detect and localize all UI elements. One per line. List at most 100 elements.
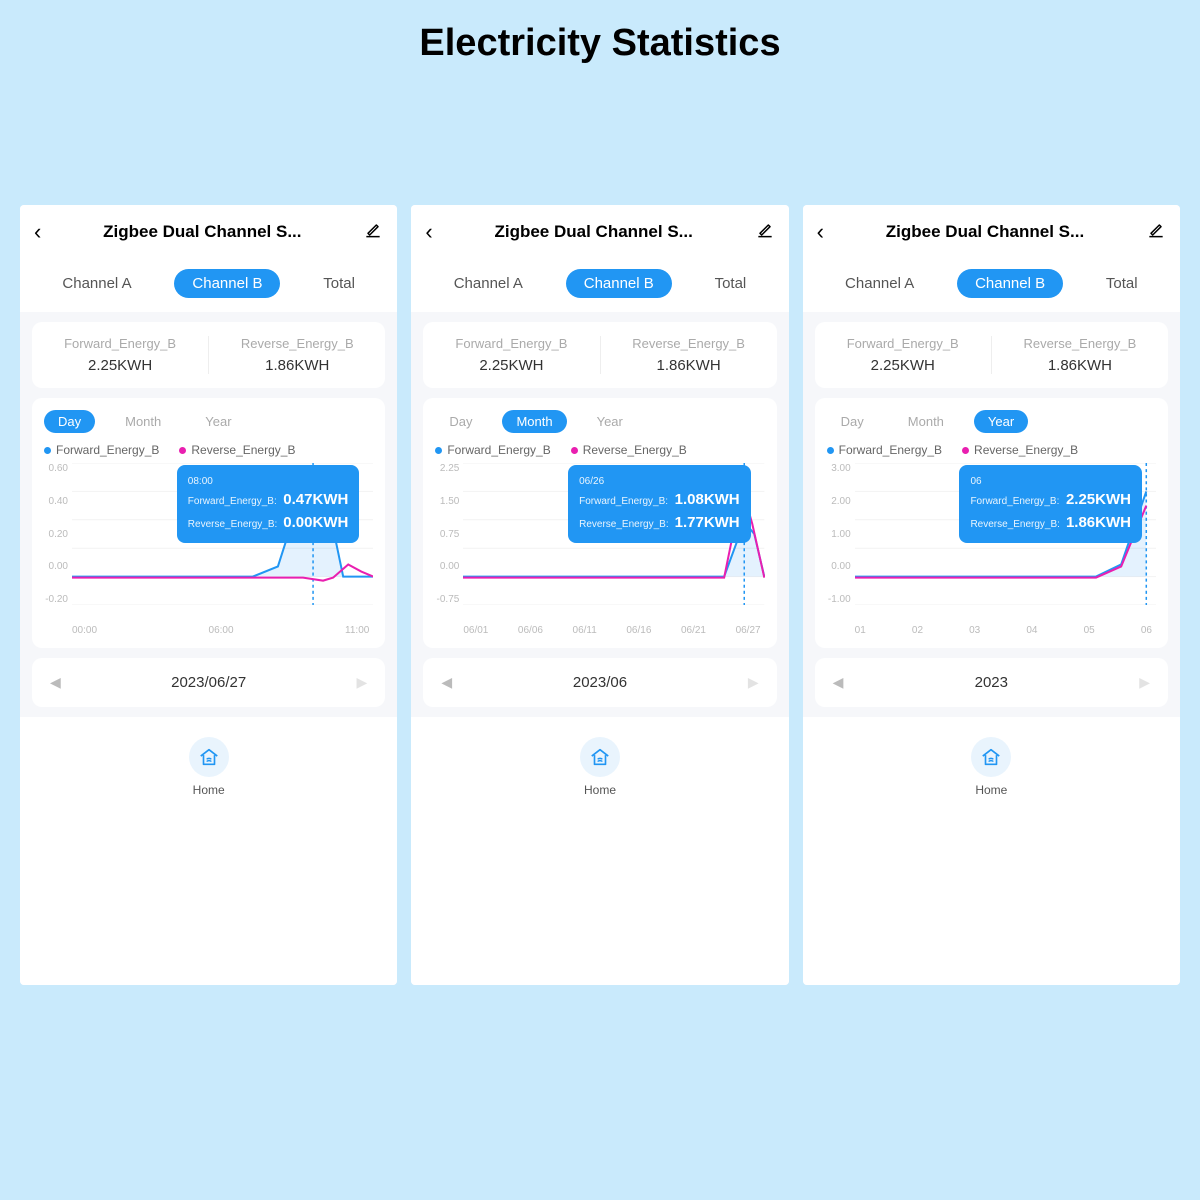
tab-total[interactable]: Total <box>305 269 373 298</box>
tab-channel-b[interactable]: Channel B <box>566 269 672 298</box>
chart-tooltip: 06 Forward_Energy_B: 2.25KWH Reverse_Ener… <box>959 465 1142 543</box>
reverse-energy-label: Reverse_Energy_B <box>992 336 1168 351</box>
forward-energy-label: Forward_Energy_B <box>423 336 599 351</box>
tooltip-forward-label: Forward_Energy_B: <box>970 494 1059 509</box>
edit-icon[interactable] <box>1146 220 1166 245</box>
chart-card: Day Month Year Forward_Energy_B Reverse_… <box>815 398 1168 648</box>
phone-screen: ‹ Zigbee Dual Channel S... Channel A Cha… <box>20 205 397 985</box>
period-day[interactable]: Day <box>435 410 486 433</box>
tooltip-reverse-label: Reverse_Energy_B: <box>970 517 1060 532</box>
reverse-energy-value: 1.86KWH <box>992 357 1168 374</box>
home-icon[interactable] <box>580 737 620 777</box>
edit-icon[interactable] <box>363 220 383 245</box>
period-year[interactable]: Year <box>583 410 637 433</box>
screen-title: Zigbee Dual Channel S... <box>433 222 755 242</box>
tooltip-date: 06 <box>970 474 1131 489</box>
home-label: Home <box>975 783 1007 797</box>
reverse-energy-label: Reverse_Energy_B <box>601 336 777 351</box>
y-axis: 2.251.500.750.00-0.75 <box>435 463 463 605</box>
period-year[interactable]: Year <box>191 410 245 433</box>
forward-energy-stat: Forward_Energy_B 2.25KWH <box>423 336 600 374</box>
period-month[interactable]: Month <box>111 410 175 433</box>
chart-legend: Forward_Energy_B Reverse_Energy_B <box>435 443 764 457</box>
chart-area[interactable]: 2.251.500.750.00-0.75 06/26 Forward_Ener… <box>435 463 764 623</box>
date-prev-icon[interactable]: ◀ <box>833 674 844 691</box>
tooltip-date: 08:00 <box>188 474 349 489</box>
chart-area[interactable]: 3.002.001.000.00-1.00 06 Forward_Energy_… <box>827 463 1156 623</box>
tooltip-forward-label: Forward_Energy_B: <box>188 494 277 509</box>
screen-title: Zigbee Dual Channel S... <box>41 222 363 242</box>
phone-screen: ‹ Zigbee Dual Channel S... Channel A Cha… <box>803 205 1180 985</box>
forward-energy-value: 2.25KWH <box>815 357 991 374</box>
tooltip-reverse-label: Reverse_Energy_B: <box>579 517 669 532</box>
date-value[interactable]: 2023/06 <box>573 674 627 691</box>
energy-stats: Forward_Energy_B 2.25KWH Reverse_Energy_… <box>815 322 1168 388</box>
period-tabs: Day Month Year <box>435 410 764 433</box>
reverse-energy-value: 1.86KWH <box>601 357 777 374</box>
date-value[interactable]: 2023 <box>975 674 1008 691</box>
edit-icon[interactable] <box>755 220 775 245</box>
period-month[interactable]: Month <box>502 410 566 433</box>
screen-title: Zigbee Dual Channel S... <box>824 222 1146 242</box>
tab-channel-b[interactable]: Channel B <box>174 269 280 298</box>
x-axis: 00:0006:0011:00 <box>44 623 373 636</box>
chart-area[interactable]: 0.600.400.200.00-0.20 08:00 Forward_Ener… <box>44 463 373 623</box>
channel-tabs: Channel A Channel B Total <box>20 259 397 312</box>
legend-forward: Forward_Energy_B <box>827 443 942 457</box>
back-icon[interactable]: ‹ <box>34 219 41 245</box>
date-navigator: ◀ 2023/06 ▶ <box>423 658 776 707</box>
y-axis: 0.600.400.200.00-0.20 <box>44 463 72 605</box>
tab-channel-a[interactable]: Channel A <box>827 269 932 298</box>
tooltip-reverse-label: Reverse_Energy_B: <box>188 517 278 532</box>
back-icon[interactable]: ‹ <box>425 219 432 245</box>
home-icon[interactable] <box>971 737 1011 777</box>
x-axis: 06/0106/0606/1106/1606/2106/27 <box>435 623 764 636</box>
date-value[interactable]: 2023/06/27 <box>171 674 246 691</box>
tooltip-forward-value: 2.25KWH <box>1066 489 1131 512</box>
date-prev-icon[interactable]: ◀ <box>50 674 61 691</box>
period-month[interactable]: Month <box>894 410 958 433</box>
legend-forward: Forward_Energy_B <box>44 443 159 457</box>
chart-card: Day Month Year Forward_Energy_B Reverse_… <box>423 398 776 648</box>
home-icon[interactable] <box>189 737 229 777</box>
date-next-icon[interactable]: ▶ <box>357 674 368 691</box>
tab-total[interactable]: Total <box>1088 269 1156 298</box>
date-next-icon[interactable]: ▶ <box>1139 674 1150 691</box>
chart-tooltip: 08:00 Forward_Energy_B:0.47KWH Reverse_E… <box>177 465 360 543</box>
tooltip-forward-value: 1.08KWH <box>675 489 740 512</box>
tab-channel-a[interactable]: Channel A <box>436 269 541 298</box>
y-axis: 3.002.001.000.00-1.00 <box>827 463 855 605</box>
channel-tabs: Channel A Channel B Total <box>803 259 1180 312</box>
chart-legend: Forward_Energy_B Reverse_Energy_B <box>44 443 373 457</box>
tooltip-reverse-value: 0.00KWH <box>283 512 348 535</box>
tooltip-forward-label: Forward_Energy_B: <box>579 494 668 509</box>
date-navigator: ◀ 2023 ▶ <box>815 658 1168 707</box>
forward-energy-label: Forward_Energy_B <box>32 336 208 351</box>
date-prev-icon[interactable]: ◀ <box>441 674 452 691</box>
legend-reverse: Reverse_Energy_B <box>962 443 1078 457</box>
legend-forward: Forward_Energy_B <box>435 443 550 457</box>
reverse-energy-stat: Reverse_Energy_B 1.86KWH <box>601 336 777 374</box>
date-navigator: ◀ 2023/06/27 ▶ <box>32 658 385 707</box>
forward-energy-value: 2.25KWH <box>423 357 599 374</box>
period-year[interactable]: Year <box>974 410 1028 433</box>
reverse-energy-label: Reverse_Energy_B <box>209 336 385 351</box>
reverse-energy-value: 1.86KWH <box>209 357 385 374</box>
energy-stats: Forward_Energy_B 2.25KWH Reverse_Energy_… <box>423 322 776 388</box>
topbar: ‹ Zigbee Dual Channel S... <box>803 205 1180 259</box>
tab-channel-b[interactable]: Channel B <box>957 269 1063 298</box>
back-icon[interactable]: ‹ <box>817 219 824 245</box>
home-section: Home <box>803 717 1180 985</box>
home-label: Home <box>584 783 616 797</box>
phones-row: ‹ Zigbee Dual Channel S... Channel A Cha… <box>0 65 1200 985</box>
legend-reverse: Reverse_Energy_B <box>179 443 295 457</box>
tab-total[interactable]: Total <box>697 269 765 298</box>
home-section: Home <box>411 717 788 985</box>
date-next-icon[interactable]: ▶ <box>748 674 759 691</box>
period-day[interactable]: Day <box>827 410 878 433</box>
period-day[interactable]: Day <box>44 410 95 433</box>
forward-energy-label: Forward_Energy_B <box>815 336 991 351</box>
forward-energy-stat: Forward_Energy_B 2.25KWH <box>815 336 992 374</box>
tab-channel-a[interactable]: Channel A <box>44 269 149 298</box>
energy-stats: Forward_Energy_B 2.25KWH Reverse_Energy_… <box>32 322 385 388</box>
